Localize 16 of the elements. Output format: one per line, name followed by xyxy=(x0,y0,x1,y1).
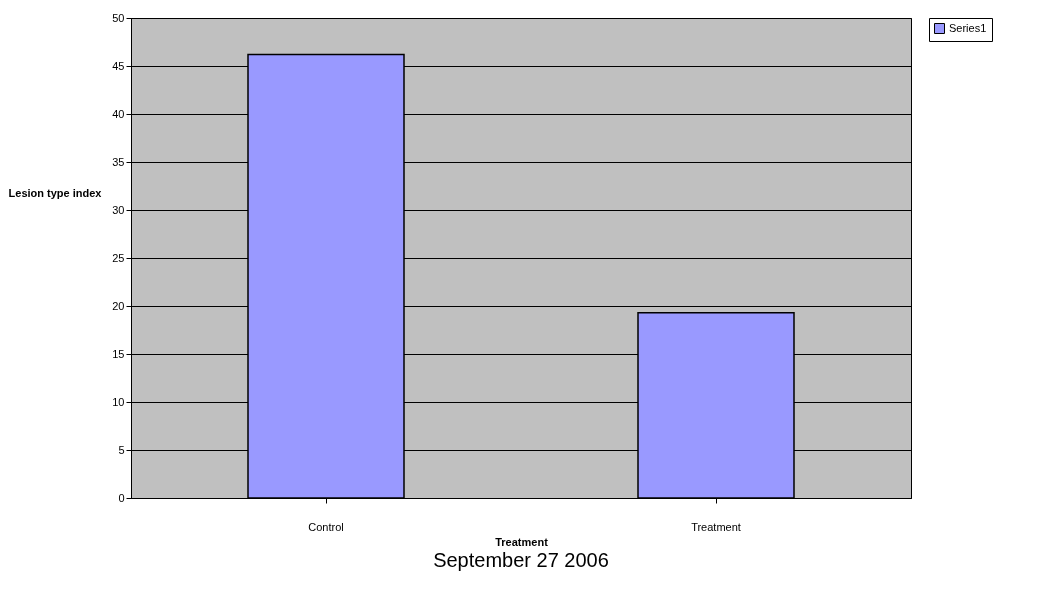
text: September 27 2006 xyxy=(433,549,609,571)
legend-label: Series1 xyxy=(949,21,987,34)
y-tick-label: 45 xyxy=(112,59,125,72)
y-tick-label: 30 xyxy=(112,203,125,216)
y-tick-label: 50 xyxy=(112,11,125,24)
y-tick-label: 5 xyxy=(118,443,125,456)
x-tick-label: Control xyxy=(308,520,344,533)
y-tick-label: 20 xyxy=(112,299,125,312)
y-tick-label: 35 xyxy=(112,155,125,168)
y-axis-title: Lesion type index xyxy=(8,186,103,199)
y-tick-label: 25 xyxy=(112,251,125,264)
y-tick-label: 15 xyxy=(112,347,125,360)
y-tick-label: 40 xyxy=(112,107,125,120)
y-tick-label: 10 xyxy=(112,395,125,408)
y-tick-label: 0 xyxy=(118,491,125,504)
x-axis-title: Treatment xyxy=(495,535,549,548)
